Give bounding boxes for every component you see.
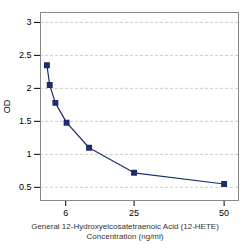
svg-text:25: 25: [129, 208, 139, 218]
svg-text:1: 1: [26, 149, 31, 159]
svg-text:2: 2: [26, 83, 31, 93]
svg-text:50: 50: [219, 208, 229, 218]
svg-text:OD: OD: [2, 99, 12, 113]
html-text:General 12-Hydroxyeicosatetrae: General 12-Hydroxyeicosatetraenoic Acid …: [31, 222, 219, 241]
svg-text:2.5: 2.5: [19, 50, 32, 60]
svg-text:6: 6: [63, 208, 68, 218]
svg-text:0.5: 0.5: [19, 182, 32, 192]
svg-text:1.5: 1.5: [19, 116, 32, 126]
svg-text:3: 3: [26, 17, 31, 27]
